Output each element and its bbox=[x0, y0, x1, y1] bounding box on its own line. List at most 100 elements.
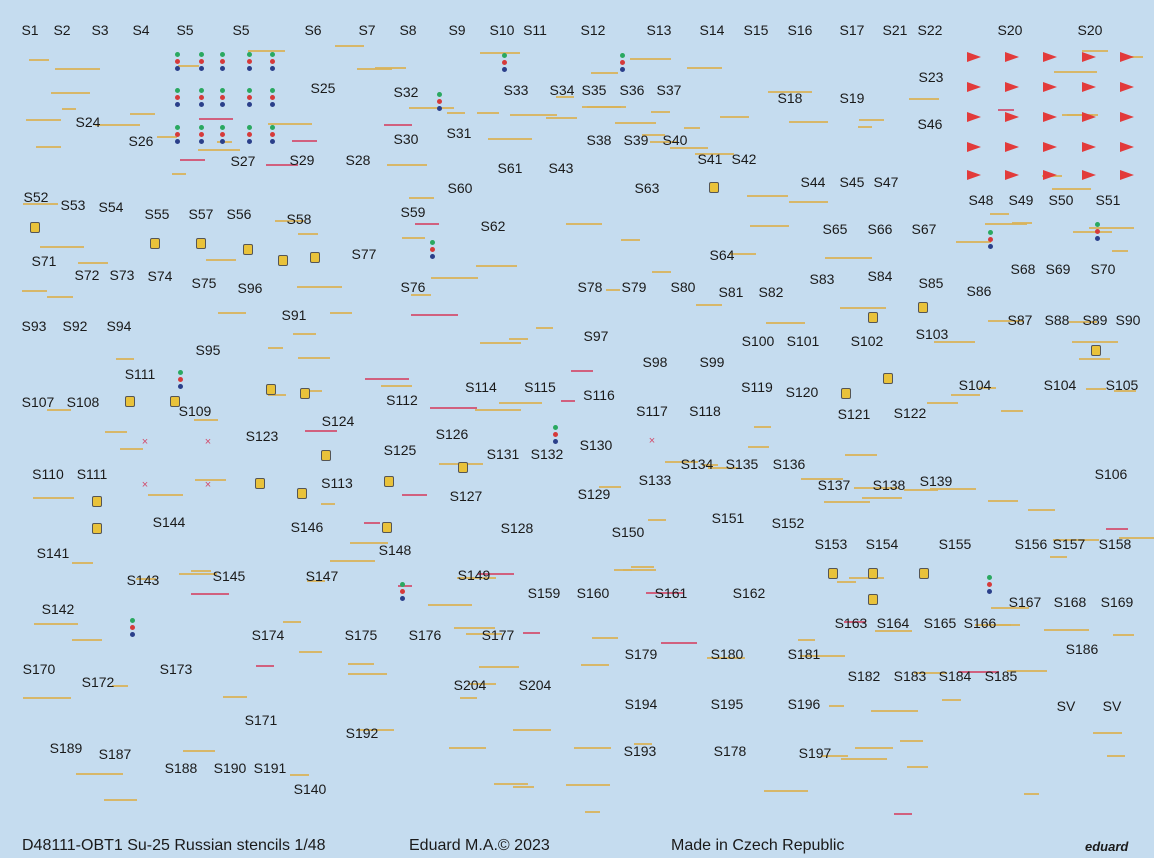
color-dot-marking bbox=[199, 59, 204, 64]
stencil-label: S69 bbox=[1045, 261, 1071, 277]
color-dot-marking bbox=[400, 596, 405, 601]
stencil-label: S150 bbox=[611, 524, 645, 540]
stencil-label: S34 bbox=[549, 82, 575, 98]
stencil-text-mark bbox=[647, 518, 666, 521]
stencil-label: S119 bbox=[741, 379, 773, 395]
shield-badge-icon bbox=[868, 312, 878, 323]
shield-badge-icon bbox=[918, 302, 928, 313]
shield-badge-icon bbox=[170, 396, 180, 407]
stencil-label: S132 bbox=[530, 446, 564, 462]
stencil-text-mark bbox=[988, 500, 1019, 503]
stencil-label: S165 bbox=[923, 615, 957, 631]
stencil-label: S159 bbox=[527, 585, 561, 601]
shield-badge-icon bbox=[278, 255, 288, 266]
stencil-text-mark bbox=[789, 201, 829, 204]
stencil-label: S167 bbox=[1008, 594, 1042, 610]
stencil-text-mark bbox=[797, 638, 815, 641]
stencil-text-mark bbox=[46, 295, 73, 298]
stencil-label: S66 bbox=[867, 221, 893, 237]
stencil-label: S75 bbox=[191, 275, 217, 291]
stencil-label: S111 bbox=[124, 366, 156, 382]
color-dot-marking bbox=[553, 432, 558, 437]
stencil-label: S105 bbox=[1105, 377, 1139, 393]
stencil-label: S2 bbox=[53, 22, 71, 38]
stencil-label: S149 bbox=[457, 567, 491, 583]
stencil-text-mark bbox=[788, 120, 828, 123]
stencil-text-mark bbox=[560, 400, 575, 403]
stencil-label: S171 bbox=[244, 712, 278, 728]
stencil-label: S38 bbox=[586, 132, 612, 148]
stencil-text-mark bbox=[903, 488, 938, 491]
stencil-label: S110 bbox=[32, 466, 64, 482]
stencil-label: S49 bbox=[1008, 192, 1034, 208]
stencil-text-mark bbox=[103, 798, 137, 801]
color-dot-marking bbox=[220, 66, 225, 71]
stencil-text-mark bbox=[748, 445, 769, 448]
color-dot-marking bbox=[437, 106, 442, 111]
stencil-label: S44 bbox=[800, 174, 826, 190]
stencil-label: S158 bbox=[1098, 536, 1132, 552]
shield-badge-icon bbox=[828, 568, 838, 579]
stencil-text-mark bbox=[22, 289, 47, 292]
stencil-label: S115 bbox=[524, 379, 556, 395]
stencil-text-mark bbox=[414, 223, 439, 226]
color-dot-marking bbox=[270, 139, 275, 144]
shield-badge-icon bbox=[458, 462, 468, 473]
shield-badge-icon bbox=[243, 244, 253, 255]
stencil-label: S39 bbox=[623, 132, 649, 148]
stencil-text-mark bbox=[357, 67, 392, 70]
stencil-text-mark bbox=[926, 401, 959, 404]
stencil-text-mark bbox=[621, 238, 641, 241]
stencil-text-mark bbox=[120, 447, 143, 450]
stencil-label: S116 bbox=[583, 387, 615, 403]
color-dot-marking bbox=[175, 88, 180, 93]
shield-badge-icon bbox=[310, 252, 320, 263]
stencil-label: S68 bbox=[1010, 261, 1036, 277]
stencil-label: S70 bbox=[1090, 261, 1116, 277]
color-dot-marking bbox=[987, 575, 992, 580]
color-dot-marking bbox=[130, 625, 135, 630]
color-dot-marking bbox=[270, 132, 275, 137]
stencil-text-mark bbox=[844, 453, 877, 456]
color-dot-marking bbox=[220, 132, 225, 137]
stencil-text-mark bbox=[580, 663, 609, 666]
color-dot-marking bbox=[270, 88, 275, 93]
stencil-label: S55 bbox=[144, 206, 170, 222]
stencil-text-mark bbox=[130, 113, 155, 116]
stencil-label: S151 bbox=[711, 510, 745, 526]
stencil-text-mark bbox=[768, 91, 813, 94]
stencil-text-mark bbox=[384, 124, 413, 126]
color-dot-marking bbox=[220, 52, 225, 57]
shield-badge-icon bbox=[125, 396, 135, 407]
stencil-label: S5 bbox=[176, 22, 194, 38]
stencil-text-mark bbox=[634, 742, 652, 745]
stencil-text-mark bbox=[32, 496, 75, 499]
stencil-text-mark bbox=[386, 164, 427, 167]
stencil-text-mark bbox=[408, 106, 455, 109]
stencil-label: S23 bbox=[918, 69, 944, 85]
stencil-label: S45 bbox=[839, 174, 865, 190]
color-dot-marking bbox=[199, 139, 204, 144]
stencil-label: S138 bbox=[872, 477, 906, 493]
stencil-text-mark bbox=[844, 620, 866, 623]
stencil-text-mark bbox=[105, 431, 127, 434]
color-dot-marking bbox=[1095, 229, 1100, 234]
stencil-text-mark bbox=[599, 486, 621, 489]
stencil-text-mark bbox=[1054, 71, 1097, 74]
shield-badge-icon bbox=[255, 478, 265, 489]
stencil-text-mark bbox=[77, 261, 109, 264]
stencil-text-mark bbox=[454, 626, 496, 629]
stencil-label: S183 bbox=[893, 668, 927, 684]
stencil-label: S5 bbox=[232, 22, 250, 38]
stencil-label: S122 bbox=[893, 405, 927, 421]
stencil-text-mark bbox=[36, 145, 62, 148]
stencil-label: S79 bbox=[621, 279, 647, 295]
stencil-text-mark bbox=[275, 220, 304, 223]
stencil-text-mark bbox=[523, 631, 540, 634]
stencil-label: S166 bbox=[963, 615, 997, 631]
stencil-label: S117 bbox=[636, 403, 668, 419]
stencil-text-mark bbox=[701, 463, 718, 466]
stencil-text-mark bbox=[329, 312, 352, 315]
stencil-label: S178 bbox=[713, 743, 747, 759]
color-dot-marking bbox=[175, 59, 180, 64]
